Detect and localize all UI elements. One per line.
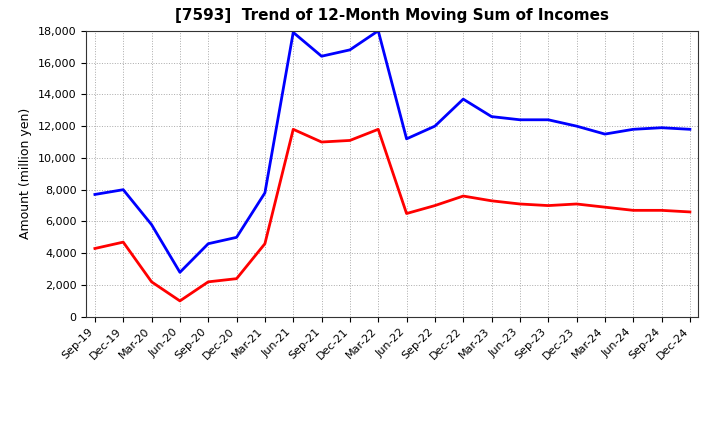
Ordinary Income (318, 54, 326, 59)
Ordinary Income (119, 187, 127, 192)
Net Income (176, 298, 184, 304)
Y-axis label: Amount (million yen): Amount (million yen) (19, 108, 32, 239)
Ordinary Income (657, 125, 666, 130)
Net Income (346, 138, 354, 143)
Net Income (459, 194, 467, 199)
Ordinary Income (402, 136, 411, 142)
Ordinary Income (233, 235, 241, 240)
Ordinary Income (176, 270, 184, 275)
Ordinary Income (431, 124, 439, 129)
Ordinary Income (289, 30, 297, 35)
Ordinary Income (91, 192, 99, 197)
Net Income (516, 202, 524, 207)
Ordinary Income (600, 132, 609, 137)
Ordinary Income (487, 114, 496, 119)
Net Income (233, 276, 241, 281)
Net Income (657, 208, 666, 213)
Ordinary Income (629, 127, 637, 132)
Line: Net Income: Net Income (95, 129, 690, 301)
Net Income (374, 127, 382, 132)
Line: Ordinary Income: Ordinary Income (95, 31, 690, 272)
Ordinary Income (346, 47, 354, 52)
Net Income (289, 127, 297, 132)
Net Income (629, 208, 637, 213)
Net Income (600, 205, 609, 210)
Ordinary Income (516, 117, 524, 122)
Net Income (572, 202, 581, 207)
Net Income (487, 198, 496, 203)
Ordinary Income (459, 96, 467, 102)
Ordinary Income (572, 124, 581, 129)
Net Income (685, 209, 694, 215)
Title: [7593]  Trend of 12-Month Moving Sum of Incomes: [7593] Trend of 12-Month Moving Sum of I… (176, 7, 609, 23)
Ordinary Income (148, 222, 156, 227)
Ordinary Income (204, 241, 212, 246)
Ordinary Income (374, 28, 382, 33)
Ordinary Income (261, 190, 269, 195)
Net Income (204, 279, 212, 285)
Ordinary Income (685, 127, 694, 132)
Ordinary Income (544, 117, 552, 122)
Net Income (261, 241, 269, 246)
Net Income (431, 203, 439, 208)
Net Income (91, 246, 99, 251)
Net Income (148, 279, 156, 285)
Net Income (402, 211, 411, 216)
Net Income (544, 203, 552, 208)
Net Income (318, 139, 326, 145)
Net Income (119, 239, 127, 245)
